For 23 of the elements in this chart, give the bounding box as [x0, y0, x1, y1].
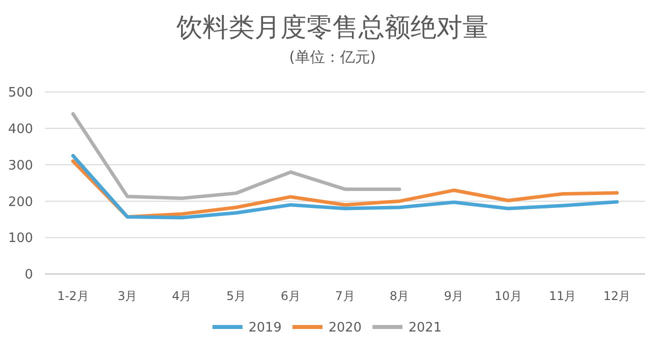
legend-label: 2020	[328, 320, 362, 336]
legend-label: 2021	[408, 320, 442, 336]
x-tick-label: 4月	[172, 289, 192, 303]
x-tick-label: 8月	[390, 289, 410, 303]
x-tick-label: 12月	[603, 289, 631, 303]
chart-title: 饮料类月度零售总额绝对量	[176, 13, 488, 43]
x-tick-label: 7月	[335, 289, 355, 303]
x-tick-label: 3月	[118, 289, 138, 303]
y-tick-label: 300	[8, 158, 33, 174]
chart-subtitle: (单位：亿元)	[289, 48, 376, 66]
y-tick-label: 100	[8, 231, 33, 246]
x-tick-label: 9月	[444, 289, 464, 303]
x-tick-label: 1-2月	[57, 289, 89, 303]
x-tick-label: 11月	[548, 289, 576, 303]
y-tick-label: 200	[8, 194, 33, 210]
legend-label: 2019	[248, 320, 282, 336]
x-tick-label: 6月	[280, 289, 300, 303]
y-tick-label: 400	[8, 122, 33, 137]
y-tick-label: 500	[8, 86, 33, 101]
line-series	[71, 112, 402, 200]
x-tick-label: 5月	[226, 289, 246, 303]
x-tick-label: 10月	[494, 289, 522, 303]
y-tick-label: 0	[24, 268, 33, 283]
